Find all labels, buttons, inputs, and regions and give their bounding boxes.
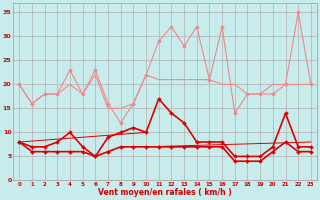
X-axis label: Vent moyen/en rafales ( km/h ): Vent moyen/en rafales ( km/h ) [98,188,232,197]
